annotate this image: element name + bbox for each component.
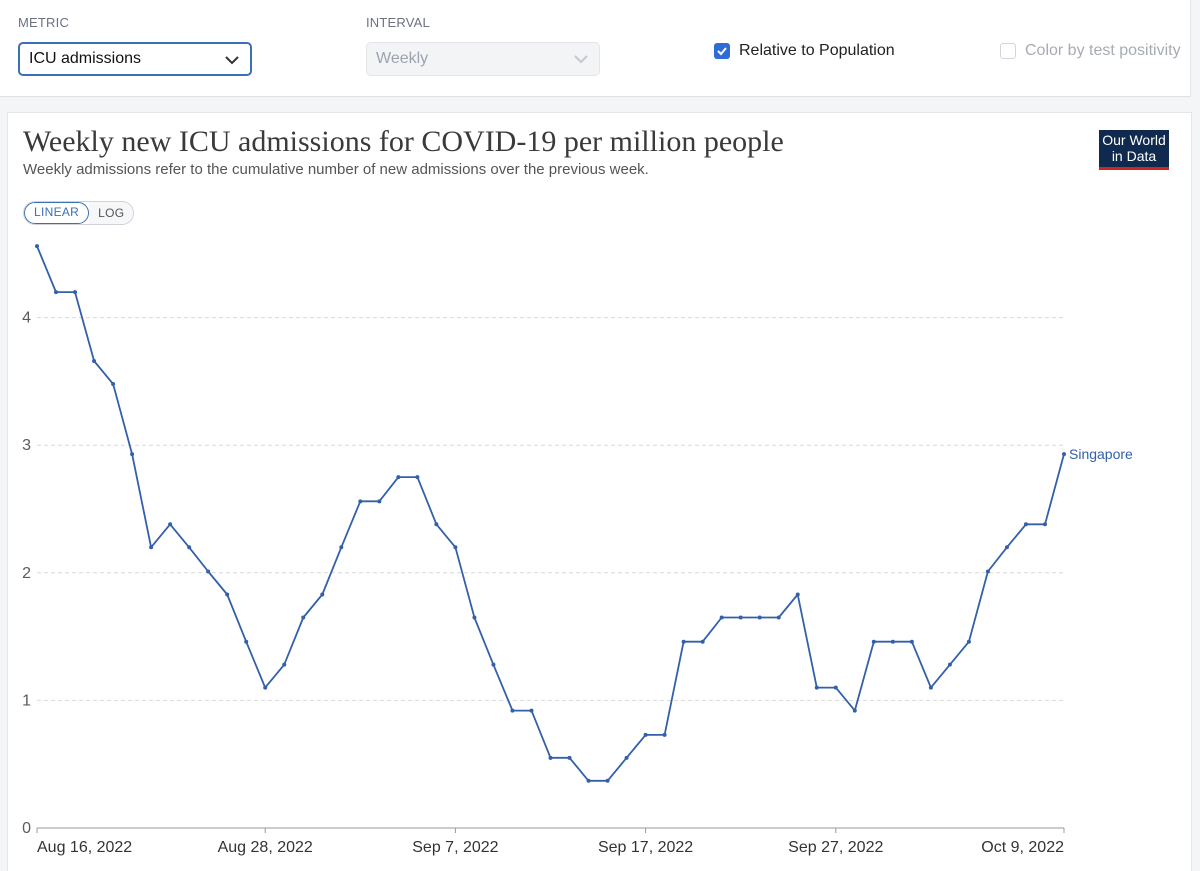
data-point[interactable] xyxy=(263,685,268,690)
y-axis: 0 1 2 3 4 xyxy=(22,310,31,837)
logo-line-2: in Data xyxy=(1111,148,1157,164)
relative-to-population-label: Relative to Population xyxy=(739,42,895,59)
data-point[interactable] xyxy=(966,639,971,644)
data-point[interactable] xyxy=(890,639,895,644)
y-tick-label: 2 xyxy=(22,565,31,582)
data-point[interactable] xyxy=(1042,522,1047,527)
data-point[interactable] xyxy=(738,615,743,620)
data-point[interactable] xyxy=(149,545,154,550)
controls-bar: METRIC ICU admissions INTERVAL Weekly Re… xyxy=(0,0,1191,97)
data-point[interactable] xyxy=(947,662,952,667)
data-point[interactable] xyxy=(719,615,724,620)
x-tick-label: Aug 16, 2022 xyxy=(37,839,132,856)
data-point[interactable] xyxy=(491,662,496,667)
series-label: Singapore xyxy=(1069,446,1133,462)
y-tick-label: 1 xyxy=(22,692,31,709)
data-point[interactable] xyxy=(377,499,382,504)
y-tick-label: 4 xyxy=(22,310,31,327)
data-point[interactable] xyxy=(244,639,249,644)
logo-line-1: Our World xyxy=(1102,132,1166,148)
data-point[interactable] xyxy=(282,662,287,667)
series-group: Singapore xyxy=(35,244,1133,783)
data-point[interactable] xyxy=(320,592,325,597)
chart-title: Weekly new ICU admissions for COVID-19 p… xyxy=(23,125,784,158)
x-tick-label: Sep 17, 2022 xyxy=(598,839,693,856)
data-point[interactable] xyxy=(301,615,306,620)
data-point[interactable] xyxy=(1004,545,1009,550)
data-point[interactable] xyxy=(130,452,135,457)
data-point[interactable] xyxy=(681,639,686,644)
data-point[interactable] xyxy=(700,639,705,644)
data-point[interactable] xyxy=(92,358,97,363)
data-point[interactable] xyxy=(852,708,857,713)
data-point[interactable] xyxy=(339,545,344,550)
data-point[interactable] xyxy=(510,708,515,713)
data-point[interactable] xyxy=(1062,452,1066,457)
chart-subtitle: Weekly admissions refer to the cumulativ… xyxy=(23,161,649,178)
metric-label: METRIC xyxy=(18,15,70,30)
color-by-positivity-toggle[interactable]: Color by test positivity xyxy=(1000,42,1181,60)
data-point[interactable] xyxy=(814,685,819,690)
data-point[interactable] xyxy=(35,244,39,249)
y-tick-label: 3 xyxy=(22,437,31,454)
metric-select[interactable]: ICU admissions xyxy=(18,42,252,76)
data-point[interactable] xyxy=(871,639,876,644)
data-point[interactable] xyxy=(605,778,610,783)
data-point[interactable] xyxy=(928,685,933,690)
data-point[interactable] xyxy=(909,639,914,644)
data-point[interactable] xyxy=(111,381,116,386)
data-point[interactable] xyxy=(586,778,591,783)
linear-scale-button[interactable]: LINEAR xyxy=(24,202,90,224)
data-point[interactable] xyxy=(643,732,648,737)
chevron-down-icon xyxy=(225,56,239,65)
chart-card: Weekly new ICU admissions for COVID-19 p… xyxy=(7,112,1192,871)
x-axis: Aug 16, 2022 Aug 28, 2022 Sep 7, 2022 Sep 1… xyxy=(36,827,1065,856)
data-point[interactable] xyxy=(225,592,230,597)
x-tick-label: Sep 7, 2022 xyxy=(412,839,498,856)
data-point[interactable] xyxy=(358,499,363,504)
data-point[interactable] xyxy=(396,475,401,480)
checkbox-checked-icon[interactable] xyxy=(714,43,730,59)
data-point[interactable] xyxy=(434,522,439,527)
data-point[interactable] xyxy=(833,685,838,690)
scale-toggle: LINEAR LOG xyxy=(23,201,135,225)
data-point[interactable] xyxy=(795,592,800,597)
color-by-positivity-label: Color by test positivity xyxy=(1025,42,1181,59)
data-point[interactable] xyxy=(453,545,458,550)
interval-select[interactable]: Weekly xyxy=(366,42,600,76)
owid-logo[interactable]: Our World in Data xyxy=(1099,130,1169,170)
data-point[interactable] xyxy=(472,615,477,620)
x-tick-label: Aug 28, 2022 xyxy=(218,839,313,856)
data-point[interactable] xyxy=(757,615,762,620)
log-scale-button[interactable]: LOG xyxy=(89,202,134,224)
data-point[interactable] xyxy=(187,545,192,550)
data-point[interactable] xyxy=(662,732,667,737)
metric-value: ICU admissions xyxy=(29,50,142,67)
data-point[interactable] xyxy=(54,290,59,295)
checkbox-unchecked-icon[interactable] xyxy=(1000,43,1016,59)
chevron-down-icon xyxy=(574,55,588,64)
data-point[interactable] xyxy=(415,475,420,480)
data-point[interactable] xyxy=(529,708,534,713)
data-point[interactable] xyxy=(73,290,78,295)
data-point[interactable] xyxy=(985,569,990,574)
data-point[interactable] xyxy=(548,755,553,760)
data-point[interactable] xyxy=(624,755,629,760)
x-tick-label: Sep 27, 2022 xyxy=(788,839,883,856)
data-point[interactable] xyxy=(168,522,173,527)
data-point[interactable] xyxy=(1023,522,1028,527)
interval-value: Weekly xyxy=(376,50,429,67)
data-point[interactable] xyxy=(206,569,211,574)
data-point[interactable] xyxy=(776,615,781,620)
grid-lines xyxy=(37,317,1064,701)
y-tick-label: 0 xyxy=(22,820,31,837)
x-tick-label: Oct 9, 2022 xyxy=(981,839,1064,856)
relative-to-population-toggle[interactable]: Relative to Population xyxy=(714,42,895,60)
interval-label: INTERVAL xyxy=(366,15,430,30)
data-point[interactable] xyxy=(567,755,572,760)
